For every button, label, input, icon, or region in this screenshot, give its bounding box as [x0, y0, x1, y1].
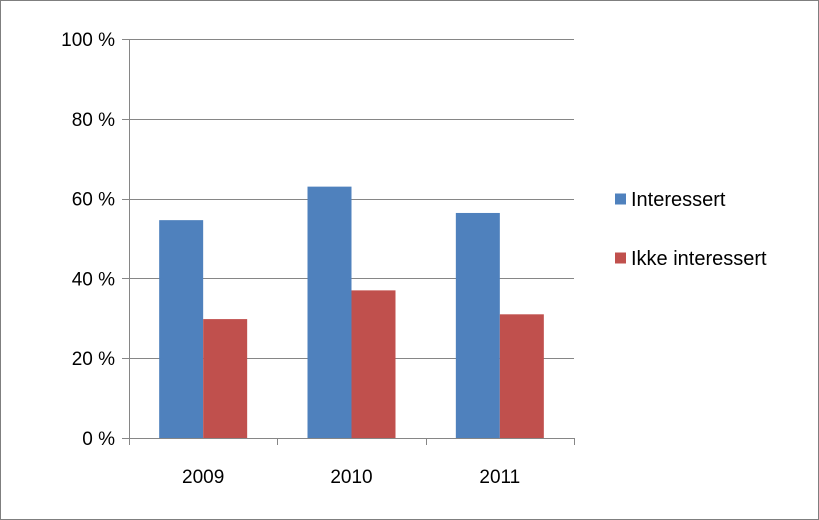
bar-ikke-interessert-2009 [203, 319, 248, 438]
bars [159, 186, 544, 438]
y-tick-label: 60 % [72, 190, 115, 211]
y-tick-label: 80 % [72, 110, 115, 131]
y-tick-label: 100 % [61, 30, 115, 51]
legend-label: Interessert [631, 189, 726, 211]
bar-interessert-2009 [159, 220, 204, 438]
legend-swatch [615, 193, 626, 205]
x-axis [122, 39, 575, 445]
y-tick-label: 40 % [72, 269, 115, 290]
x-tick-label: 2010 [330, 467, 372, 488]
legend-label: Ikke interessert [631, 248, 767, 270]
x-tick-label: 2009 [182, 467, 224, 488]
bar-interessert-2010 [307, 186, 352, 438]
legend-swatch [615, 252, 626, 264]
legend-item-interessert: Interessert [615, 189, 726, 211]
x-axis-tick-labels: 2009 2010 2011 [182, 467, 520, 488]
x-tick-label: 2011 [479, 467, 520, 488]
bar-interessert-2011 [455, 212, 500, 438]
legend-item-ikke-interessert: Ikke interessert [615, 248, 767, 270]
bar-ikke-interessert-2011 [499, 314, 544, 438]
y-axis-tick-labels: 0 % 20 % 40 % 60 % 80 % 100 % [61, 30, 115, 450]
y-tick-label: 0 % [82, 429, 115, 450]
y-tick-label: 20 % [72, 349, 115, 370]
bar-ikke-interessert-2010 [351, 290, 396, 438]
legend: Interessert Ikke interessert [615, 189, 767, 270]
